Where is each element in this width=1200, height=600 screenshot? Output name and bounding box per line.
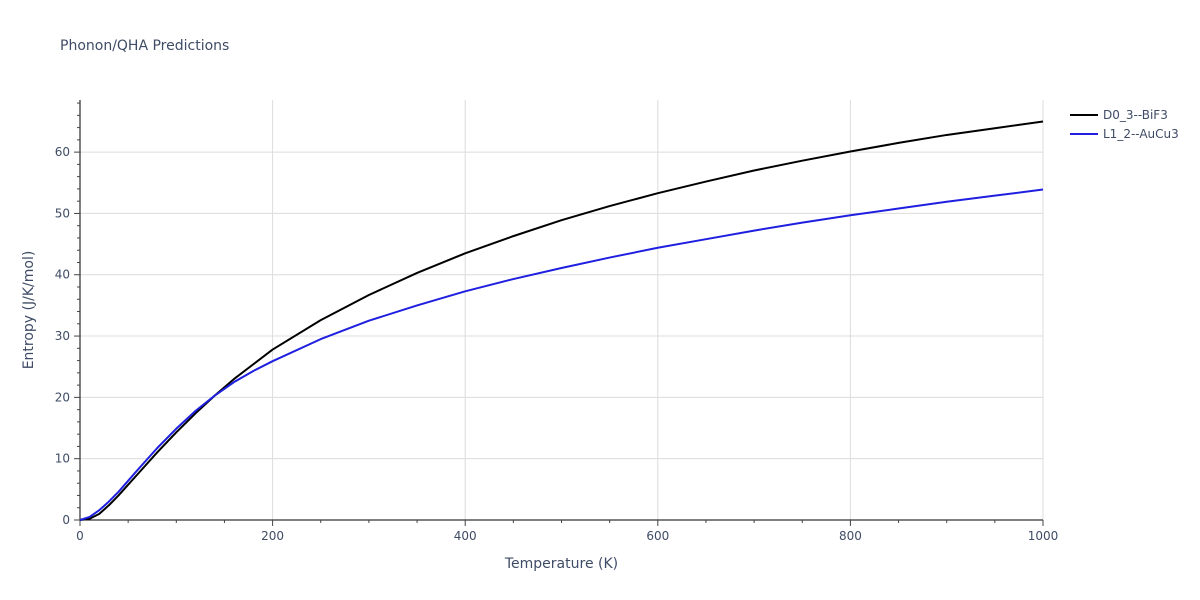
legend: D0_3--BiF3 L1_2--AuCu3 — [1070, 108, 1179, 141]
y-tick-label-5: 50 — [55, 206, 70, 220]
y-tick-label-1: 10 — [55, 452, 70, 466]
x-tick-label-1: 200 — [261, 529, 284, 543]
legend-label-1[interactable]: L1_2--AuCu3 — [1103, 127, 1179, 141]
plot-area — [79, 120, 1044, 521]
x-tick-label-5: 1000 — [1028, 529, 1059, 543]
y-tick-label-2: 20 — [55, 390, 70, 404]
y-tick-label-6: 60 — [55, 145, 70, 159]
y-tick-label-4: 40 — [55, 268, 70, 282]
series-line-0 — [79, 120, 1044, 521]
x-tick-label-2: 400 — [454, 529, 477, 543]
legend-label-0[interactable]: D0_3--BiF3 — [1103, 108, 1168, 122]
y-tick-label-3: 30 — [55, 329, 70, 343]
x-tick-label-4: 800 — [839, 529, 862, 543]
series-line-1 — [79, 188, 1044, 521]
x-tick-label-3: 600 — [646, 529, 669, 543]
y-axis-title: Entropy (J/K/mol) — [21, 251, 37, 370]
grid — [80, 100, 1044, 520]
y-tick-label-0: 0 — [62, 513, 70, 527]
chart-title: Phonon/QHA Predictions — [60, 38, 229, 54]
axes: 0 200 400 600 800 1000 0 10 20 30 40 50 60 — [55, 100, 1059, 543]
x-axis-title: Temperature (K) — [504, 556, 618, 572]
x-tick-label-0: 0 — [76, 529, 84, 543]
